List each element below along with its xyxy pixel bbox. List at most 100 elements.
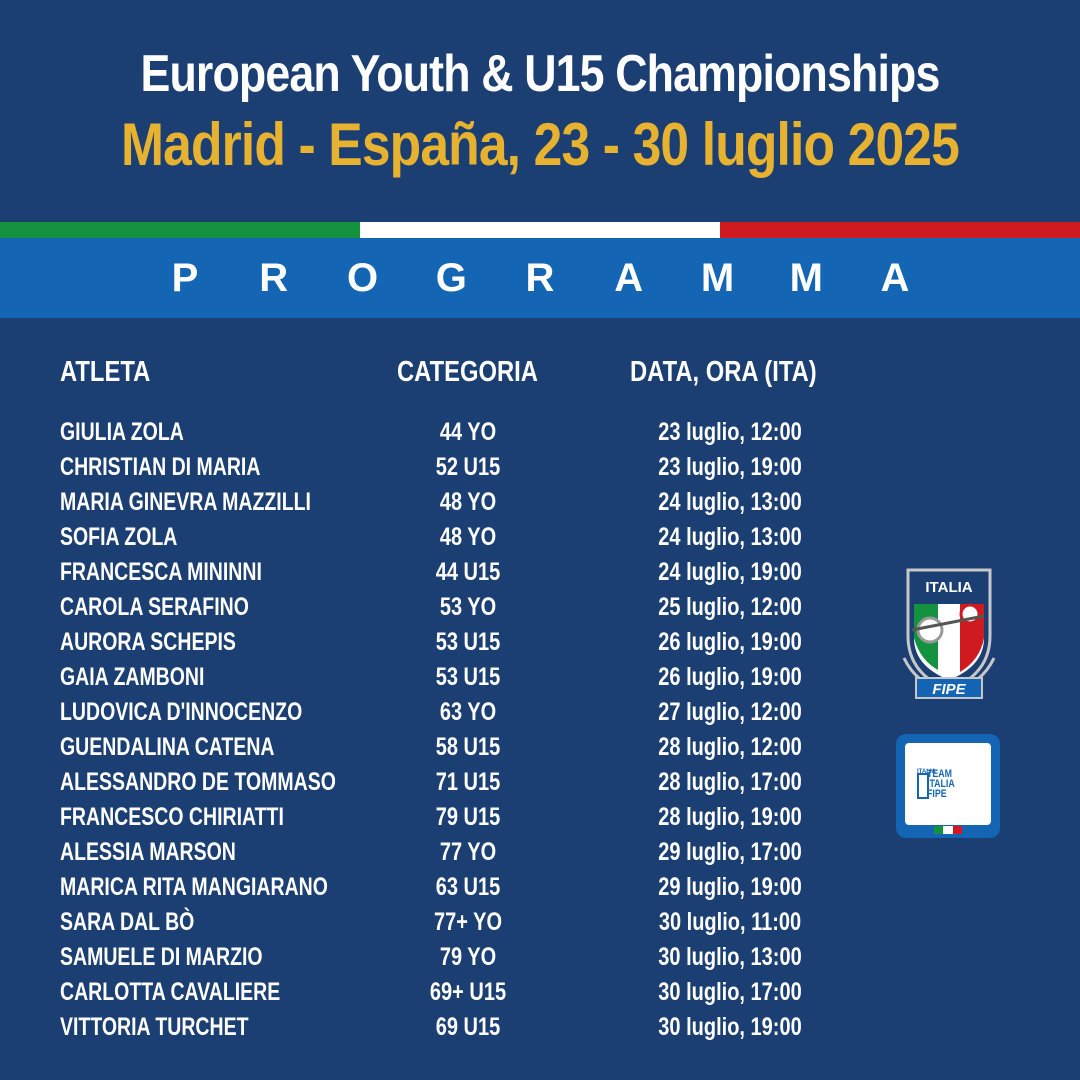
date-time-cell: 24 luglio, 13:00 xyxy=(658,523,802,551)
category-cell: 63 YO xyxy=(439,698,497,726)
category-cell: 77 YO xyxy=(439,838,497,866)
shield-bottom-text: FIPE xyxy=(932,681,966,698)
category-cell: 44 YO xyxy=(439,418,497,446)
category-cell: 44 U15 xyxy=(435,558,501,586)
programma-letter: P xyxy=(171,255,199,300)
athlete-name: ALESSIA MARSON xyxy=(60,838,236,866)
badge-text: TEAM ITALIA FIPE xyxy=(927,768,955,800)
date-time-cell: 27 luglio, 12:00 xyxy=(658,698,802,726)
programma-letter: R xyxy=(259,255,289,300)
athlete-name: AURORA SCHEPIS xyxy=(60,628,236,656)
category-cell: 79 U15 xyxy=(435,803,501,831)
badge-flag-red xyxy=(952,826,962,834)
table-row: GUENDALINA CATENA 58 U15 28 luglio, 12:00 xyxy=(0,731,880,766)
schedule-table: GIULIA ZOLA 44 YO 23 luglio, 12:00 CHRISTIA… xyxy=(0,416,880,1046)
category-cell: 53 U15 xyxy=(435,628,501,656)
programma-letter: R xyxy=(525,255,555,300)
date-time-cell: 29 luglio, 17:00 xyxy=(658,838,802,866)
athlete-name: GAIA ZAMBONI xyxy=(60,663,205,691)
date-time-cell: 23 luglio, 12:00 xyxy=(658,418,802,446)
programma-letter: M xyxy=(700,255,735,300)
table-row: SOFIA ZOLA 48 YO 24 luglio, 13:00 xyxy=(0,521,880,556)
header: European Youth & U15 Championships Madri… xyxy=(0,0,1080,222)
badge-line: ITALIA xyxy=(927,778,955,790)
date-time-cell: 30 luglio, 19:00 xyxy=(658,1013,802,1041)
athlete-name: GIULIA ZOLA xyxy=(60,418,184,446)
fipe-italia-shield-logo: ITALIA FIPE xyxy=(902,568,996,699)
badge-mini-shield xyxy=(917,773,929,799)
date-time-cell: 29 luglio, 19:00 xyxy=(658,873,802,901)
date-time-cell: 25 luglio, 12:00 xyxy=(658,593,802,621)
table-row: VITTORIA TURCHET 69 U15 30 luglio, 19:00 xyxy=(0,1011,880,1046)
tricolor-red xyxy=(720,222,1080,238)
date-time-cell: 23 luglio, 19:00 xyxy=(658,453,802,481)
programma-letter: G xyxy=(435,255,467,300)
table-row: CARLOTTA CAVALIERE 69+ U15 30 luglio, 17:0… xyxy=(0,976,880,1011)
table-row: FRANCESCA MININNI 44 U15 24 luglio, 19:00 xyxy=(0,556,880,591)
athlete-name: FRANCESCO CHIRIATTI xyxy=(60,803,284,831)
badge-flag xyxy=(934,826,962,834)
category-cell: 53 YO xyxy=(439,593,497,621)
table-row: ALESSIA MARSON 77 YO 29 luglio, 17:00 xyxy=(0,836,880,871)
category-cell: 79 YO xyxy=(439,943,497,971)
programma-letter: M xyxy=(789,255,823,300)
athlete-name: FRANCESCA MININNI xyxy=(60,558,262,586)
badge-line: TEAM xyxy=(927,768,952,780)
date-time-cell: 28 luglio, 17:00 xyxy=(658,768,802,796)
category-cell: 52 U15 xyxy=(435,453,501,481)
athlete-name: LUDOVICA D'INNOCENZO xyxy=(60,698,303,726)
category-cell: 71 U15 xyxy=(435,768,501,796)
date-time-cell: 28 luglio, 12:00 xyxy=(658,733,802,761)
tricolor-stripe xyxy=(0,222,1080,238)
athlete-name: CAROLA SERAFINO xyxy=(60,593,249,621)
date-time-cell: 26 luglio, 19:00 xyxy=(658,663,802,691)
athlete-name: MARICA RITA MANGIARANO xyxy=(60,873,328,901)
athlete-name: GUENDALINA CATENA xyxy=(60,733,275,761)
badge-line: FIPE xyxy=(927,788,947,800)
programma-letter: O xyxy=(346,255,379,300)
category-cell: 63 U15 xyxy=(435,873,501,901)
team-italia-fipe-badge: ITALIA TEAM ITALIA FIPE xyxy=(896,734,1000,838)
date-time-cell: 24 luglio, 19:00 xyxy=(658,558,802,586)
date-time-cell: 24 luglio, 13:00 xyxy=(658,488,802,516)
badge-small-text: ITALIA xyxy=(917,769,936,775)
table-row: SARA DAL BÒ 77+ YO 30 luglio, 11:00 xyxy=(0,906,880,941)
table-row: MARIA GINEVRA MAZZILLI 48 YO 24 luglio, 13… xyxy=(0,486,880,521)
tricolor-white xyxy=(360,222,720,238)
column-header-category: CATEGORIA xyxy=(397,356,538,388)
athlete-name: CARLOTTA CAVALIERE xyxy=(60,978,281,1006)
table-row: GAIA ZAMBONI 53 U15 26 luglio, 19:00 xyxy=(0,661,880,696)
table-row: CHRISTIAN DI MARIA 52 U15 23 luglio, 19:00 xyxy=(0,451,880,486)
category-cell: 53 U15 xyxy=(435,663,501,691)
table-row: SAMUELE DI MARZIO 79 YO 30 luglio, 13:00 xyxy=(0,941,880,976)
athlete-name: SOFIA ZOLA xyxy=(60,523,178,551)
date-time-cell: 30 luglio, 17:00 xyxy=(658,978,802,1006)
date-time-cell: 30 luglio, 13:00 xyxy=(658,943,802,971)
page-title: European Youth & U15 Championships xyxy=(140,45,940,103)
badge-flag-white xyxy=(943,826,953,834)
table-row: AURORA SCHEPIS 53 U15 26 luglio, 19:00 xyxy=(0,626,880,661)
column-header-athlete: ATLETA xyxy=(60,356,151,388)
category-cell: 48 YO xyxy=(439,488,497,516)
athlete-name: VITTORIA TURCHET xyxy=(60,1013,249,1041)
table-row: MARICA RITA MANGIARANO 63 U15 29 luglio, 1… xyxy=(0,871,880,906)
column-header-date: DATA, ORA (ITA) xyxy=(630,356,817,388)
badge-flag-green xyxy=(934,826,944,834)
category-cell: 58 U15 xyxy=(435,733,501,761)
athlete-name: SAMUELE DI MARZIO xyxy=(60,943,263,971)
category-cell: 77+ YO xyxy=(433,908,503,936)
category-cell: 69+ U15 xyxy=(429,978,507,1006)
table-row: LUDOVICA D'INNOCENZO 63 YO 27 luglio, 12:0… xyxy=(0,696,880,731)
badge-inner: ITALIA TEAM ITALIA FIPE xyxy=(905,743,991,825)
shield-top-text: ITALIA xyxy=(925,579,972,596)
tricolor-green xyxy=(0,222,360,238)
date-time-cell: 26 luglio, 19:00 xyxy=(658,628,802,656)
table-row: FRANCESCO CHIRIATTI 79 U15 28 luglio, 19:0… xyxy=(0,801,880,836)
table-row: GIULIA ZOLA 44 YO 23 luglio, 12:00 xyxy=(0,416,880,451)
table-row: ALESSANDRO DE TOMMASO 71 U15 28 luglio, 17… xyxy=(0,766,880,801)
programma-letter: A xyxy=(880,255,910,300)
programma-letter: A xyxy=(614,255,644,300)
category-cell: 69 U15 xyxy=(435,1013,501,1041)
